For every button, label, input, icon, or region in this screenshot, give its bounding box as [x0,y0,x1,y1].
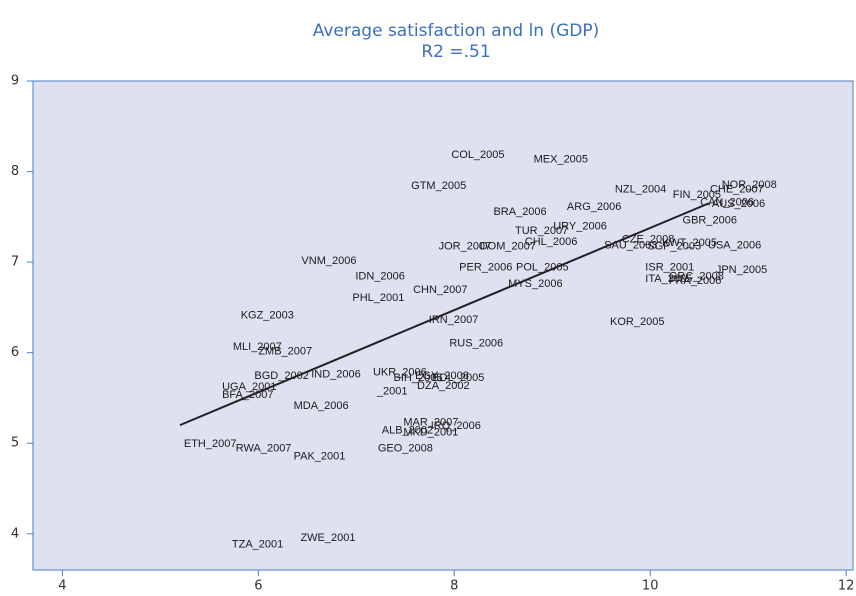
point-label: CZE_2008 [622,233,675,245]
point-label: ITA_2005 [645,273,692,285]
point-label: TUR_2007 [515,225,568,237]
point-label: BIH_2005 [394,372,443,384]
point-label: CHL_2006 [525,236,578,248]
point-label: NOR_2008 [722,179,777,191]
y-tick-label: 6 [11,345,19,360]
point-label: UKR_2006 [373,366,427,378]
point-label: JPN_2005 [716,264,767,276]
point-label: COL_2005 [451,149,504,161]
point-label: KWT_2005 [662,237,717,249]
y-tick-label: 7 [11,255,19,270]
point-label: BFA_2007 [222,389,273,401]
point-label: ALB_2002 [382,424,433,436]
point-label: ZMB_2007 [258,346,312,358]
point-label: KOR_2005 [610,316,664,328]
point-label: ARG_2006 [567,201,621,213]
y-tick-label: 9 [11,74,19,89]
point-label: MLI_2007 [233,341,282,353]
point-label: DOM_2007 [480,241,536,253]
point-label: IND_2006 [311,368,361,380]
point-label: CHE_2007 [710,184,764,196]
point-label: SGP_2003 [647,241,701,253]
point-label: MKD_2001 [403,426,458,438]
point-label: RWA_2007 [236,443,292,455]
y-tick-label: 8 [11,164,19,179]
x-tick-label: 8 [450,579,458,593]
point-label: GTM_2005 [411,180,466,192]
point-label: POL_2005 [516,261,569,273]
point-label: GRC_2008 [669,271,724,283]
point-label: JOR_2007 [439,241,492,253]
point-label: PHL_2001 [352,292,404,304]
point-label: URY_2006 [553,221,607,233]
point-label: RUS_2006 [449,338,503,350]
point-label: MAR_2007 [403,416,458,428]
fit-line [179,202,710,427]
point-label: CHN_2007 [413,284,467,296]
point-label: EGY_2008 [415,370,469,382]
y-tick-label: 4 [11,526,19,541]
chart-subtitle: R2 =.51 [421,42,490,62]
chart-title: Average satisfaction and ln (GDP) [313,21,600,41]
point-label: BRA_2006 [493,206,546,218]
point-label: IRQ_2006 [431,420,481,432]
point-label: SAU_2003 [604,240,657,252]
point-label: GEO_2008 [378,443,433,455]
point-label: PAK_2001 [294,451,346,463]
point-label: USA_2006 [708,240,761,252]
y-tick-label: 5 [11,436,19,451]
point-label: ETH_2007 [184,438,237,450]
point-label: BGD_2002 [254,370,308,382]
point-label: AUS_2006 [712,198,765,210]
point-label: NZL_2004 [615,184,666,196]
point-label: TZA_2001 [232,539,283,551]
point-label: BOL_2005 [432,372,485,384]
point-label: KGZ_2003 [241,309,294,321]
point-label: MDA_2006 [294,400,349,412]
x-tick-label: 6 [254,579,262,593]
point-label: MEX_2005 [534,154,588,166]
point-label: CAN_2006 [700,196,754,208]
point-label: ZWE_2001 [300,532,355,544]
point-label: FRA_2006 [669,275,722,287]
x-tick-label: 10 [642,579,659,593]
point-label: PER_2006 [459,261,512,273]
point-label: ISR_2001 [645,261,694,273]
point-label: IRN_2007 [429,314,479,326]
x-tick-label: 12 [838,579,855,593]
point-label: DZA_2002 [417,380,470,392]
point-label: IDN_2006 [355,271,405,283]
plot-area [32,80,854,571]
x-tick-label: 4 [58,579,66,593]
point-label: FIN_2005 [673,189,721,201]
point-label: VNM_2006 [301,255,356,267]
point-label: _2001 [376,386,408,398]
point-label: GBR_2006 [683,214,737,226]
